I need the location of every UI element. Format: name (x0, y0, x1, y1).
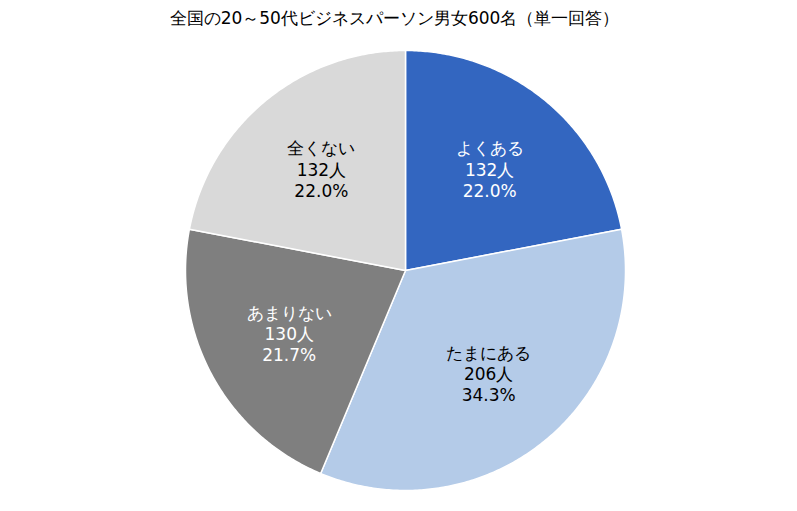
svg-text:たまにある206人34.3%: たまにある206人34.3% (446, 343, 531, 406)
svg-text:全くない132人22.0%: 全くない132人22.0% (287, 138, 355, 201)
svg-text:よくある132人22.0%: よくある132人22.0% (456, 138, 524, 201)
html-text:全国の20～50代ビジネスパーソン男女600名（単一回答）: 全国の20～50代ビジネスパーソン男女600名（単一回答） (169, 8, 620, 28)
svg-text:あまりない130人21.7%: あまりない130人21.7% (247, 303, 332, 366)
